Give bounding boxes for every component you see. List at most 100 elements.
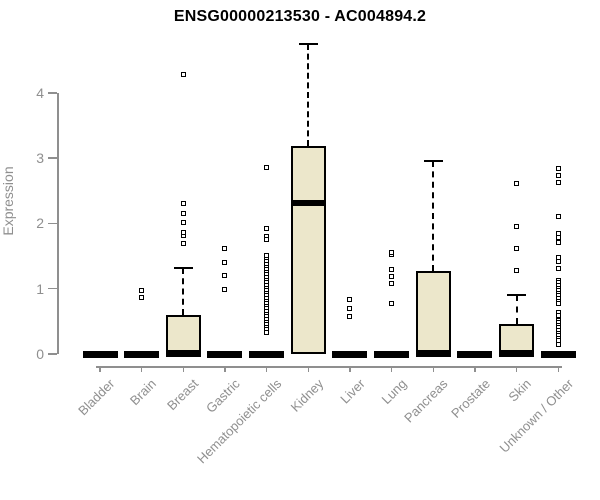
median-kidney — [290, 199, 326, 206]
outlier-point-breast — [180, 201, 186, 207]
y-axis-tick — [48, 92, 57, 94]
outlier-point-brain — [139, 294, 145, 300]
whisker-kidney — [307, 43, 310, 146]
outlier-point-hematopoietic-cells — [264, 164, 270, 170]
x-tick-label-brain: Brain — [127, 376, 160, 409]
y-tick-label: 2 — [36, 215, 44, 232]
outlier-point-skin — [514, 267, 520, 273]
box-bladder — [82, 350, 118, 358]
y-tick-label: 0 — [36, 346, 44, 362]
x-tick-label-unknown-other: Unknown / Other — [496, 376, 576, 456]
x-axis-tick — [182, 366, 185, 372]
outlier-point-gastric — [222, 286, 228, 292]
outlier-point-unknown-other — [555, 265, 561, 271]
box-liver — [332, 350, 368, 358]
box-kidney — [290, 145, 326, 354]
outlier-point-breast — [180, 220, 186, 226]
outlier-point-gastric — [222, 273, 228, 279]
outlier-point-unknown-other — [555, 235, 561, 241]
box-pancreas — [415, 271, 451, 354]
whisker-cap-pancreas — [423, 159, 443, 163]
outlier-point-unknown-other — [555, 301, 561, 307]
outlier-point-skin — [514, 181, 520, 187]
y-axis-tick — [48, 353, 57, 355]
x-tick-label-kidney: Kidney — [287, 376, 326, 415]
x-tick-label-gastric: Gastric — [202, 376, 243, 416]
outlier-point-unknown-other — [555, 230, 561, 236]
median-pancreas — [415, 350, 451, 357]
whisker-pancreas — [432, 160, 435, 272]
x-axis — [96, 366, 563, 368]
outlier-point-gastric — [222, 260, 228, 266]
x-axis-tick — [557, 366, 559, 372]
y-axis-tick — [48, 222, 57, 225]
outlier-point-breast — [180, 72, 186, 78]
box-hematopoietic-cells — [249, 350, 285, 358]
box-gastric — [207, 350, 243, 358]
x-axis-tick — [515, 366, 518, 372]
outlier-point-skin — [514, 245, 520, 251]
y-axis-tick — [48, 287, 57, 290]
y-axis-label: Expression — [0, 166, 16, 236]
x-tick-label-bladder: Bladder — [75, 376, 118, 419]
outlier-point-unknown-other — [555, 172, 561, 178]
x-axis-tick — [99, 366, 101, 372]
y-tick-label: 1 — [36, 280, 44, 297]
whisker-cap-kidney — [298, 42, 318, 46]
outlier-point-unknown-other — [555, 240, 561, 246]
y-axis-tick — [48, 157, 57, 159]
x-axis-tick — [474, 366, 476, 372]
x-tick-label-liver: Liver — [337, 376, 368, 407]
outlier-point-unknown-other — [555, 166, 561, 172]
whisker-breast — [182, 267, 185, 316]
outlier-point-lung — [389, 249, 395, 255]
box-unknown-other — [540, 350, 576, 358]
box-brain — [124, 350, 160, 358]
outlier-point-unknown-other — [555, 341, 561, 347]
box-lung — [374, 350, 410, 358]
outlier-point-lung — [389, 300, 395, 306]
box-prostate — [457, 350, 493, 358]
x-axis-tick — [224, 366, 226, 372]
x-axis-tick — [349, 366, 351, 372]
outlier-point-unknown-other — [555, 312, 561, 318]
outlier-point-unknown-other — [555, 259, 561, 265]
x-tick-label-prostate: Prostate — [447, 376, 493, 421]
outlier-point-unknown-other — [555, 254, 561, 260]
outlier-point-brain — [139, 288, 145, 294]
x-axis-tick — [390, 366, 393, 372]
whisker-cap-skin — [507, 293, 527, 297]
whisker-skin — [515, 294, 518, 324]
median-breast — [165, 350, 201, 357]
whisker-cap-breast — [173, 266, 193, 270]
outlier-point-liver — [347, 296, 353, 302]
outlier-point-skin — [514, 224, 520, 230]
x-tick-label-pancreas: Pancreas — [401, 376, 451, 426]
x-axis-tick — [307, 366, 310, 372]
y-tick-label: 3 — [36, 150, 44, 167]
x-tick-label-breast: Breast — [163, 376, 201, 414]
y-axis — [57, 92, 59, 354]
outlier-point-unknown-other — [555, 214, 561, 220]
outlier-point-lung — [389, 266, 395, 272]
outlier-point-breast — [180, 241, 186, 247]
outlier-point-liver — [347, 313, 353, 319]
x-axis-tick — [432, 366, 435, 372]
y-tick-label: 4 — [36, 84, 44, 101]
outlier-point-hematopoietic-cells — [264, 236, 270, 242]
x-axis-tick — [265, 366, 268, 372]
median-skin — [499, 350, 535, 357]
outlier-point-hematopoietic-cells — [264, 329, 270, 335]
outlier-point-breast — [180, 230, 186, 236]
outlier-point-liver — [347, 305, 353, 311]
outlier-point-breast — [180, 211, 186, 217]
x-tick-label-skin: Skin — [505, 376, 535, 405]
outlier-point-lung — [389, 274, 395, 280]
outlier-point-gastric — [222, 246, 228, 252]
outlier-point-lung — [389, 280, 395, 286]
box-breast — [165, 315, 201, 354]
x-tick-label-lung: Lung — [378, 376, 410, 408]
outlier-point-unknown-other — [555, 180, 561, 186]
chart-title: ENSG00000213530 - AC004894.2 — [173, 8, 427, 25]
